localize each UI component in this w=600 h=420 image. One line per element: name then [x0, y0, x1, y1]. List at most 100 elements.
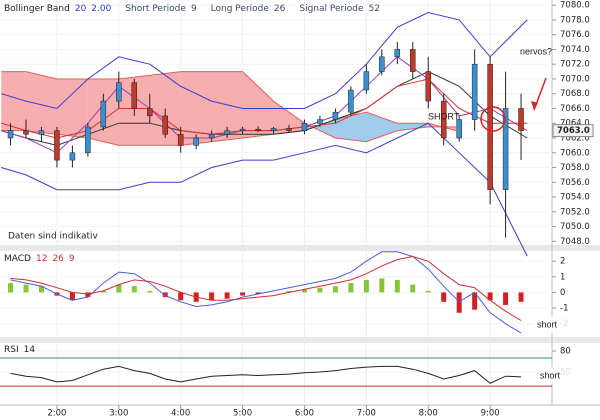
candle-body	[54, 130, 60, 161]
candle-body	[100, 100, 107, 128]
legend-name: Short Periode	[125, 4, 186, 14]
candle-body	[286, 128, 292, 131]
candle-body	[239, 128, 246, 131]
last-price-box	[552, 124, 594, 138]
histogram-bar	[162, 292, 168, 298]
cloud-fill	[366, 112, 398, 142]
y-tick-label: 7050.0	[560, 222, 590, 232]
candle-body	[440, 100, 447, 139]
y-tick-label: 7056.0	[560, 178, 590, 188]
candle-body	[425, 71, 431, 102]
histogram-bar	[240, 292, 246, 296]
candle-body	[471, 63, 478, 120]
annotation: SHORT	[428, 111, 460, 121]
histogram-bar	[85, 292, 91, 298]
histogram-bar	[23, 284, 29, 293]
candle-body	[208, 134, 215, 139]
histogram-bar	[301, 289, 307, 293]
title: MACD	[4, 254, 31, 264]
y-tick-label: 7066.0	[560, 104, 590, 114]
cloud-fill	[242, 71, 274, 138]
signal-line	[10, 255, 522, 322]
panel-divider[interactable]	[0, 245, 600, 251]
indicator-line	[1, 11, 528, 110]
histogram-bar	[472, 292, 478, 310]
annotation: short	[537, 319, 558, 329]
cloud-fill	[25, 71, 57, 135]
y-tick-label: 7052.0	[560, 207, 590, 217]
histogram-bar	[425, 290, 431, 293]
title-param: 14	[24, 345, 36, 355]
cloud-span-a	[1, 71, 457, 143]
cloud-span-b	[1, 111, 457, 146]
y-tick-label: 7060.0	[560, 148, 590, 158]
candle-body	[270, 128, 277, 131]
candle-body	[162, 115, 168, 135]
highlight-circle	[480, 106, 506, 132]
histogram-bar	[116, 284, 122, 293]
histogram-bar	[286, 290, 292, 293]
annotation: nervos?	[520, 46, 552, 56]
y-tick-label: 7068.0	[560, 89, 590, 99]
rsi-line	[10, 365, 522, 384]
indicator-line	[1, 71, 528, 146]
last-price-label: 7063.0	[557, 126, 590, 136]
y-tick-label: 7078.0	[560, 15, 590, 25]
candle-body	[363, 71, 370, 91]
macd-line	[10, 251, 522, 334]
x-tick-label: 3:00	[109, 409, 128, 419]
histogram-bar	[209, 292, 215, 301]
candle-body	[487, 63, 493, 190]
candle-body	[224, 130, 230, 135]
histogram-bar	[100, 290, 106, 293]
histogram-bar	[394, 279, 400, 293]
histogram-bar	[147, 290, 153, 293]
histogram-bar	[255, 292, 261, 294]
panel-divider[interactable]	[0, 337, 600, 343]
candle-body	[410, 49, 416, 72]
title-param: 12	[36, 254, 47, 264]
histogram-bar	[518, 292, 524, 302]
candle-body	[348, 89, 354, 113]
annotation: short	[540, 370, 561, 380]
title-param: 26	[52, 254, 64, 264]
x-tick-label: 7:00	[357, 409, 376, 419]
histogram-bar	[38, 286, 44, 293]
y-tick-label: 7048.0	[560, 237, 590, 247]
candle-body	[456, 119, 462, 139]
candle-body	[23, 130, 29, 135]
y-tick-label: 7064.0	[560, 119, 590, 129]
y-tick-label: 7070.0	[560, 74, 590, 84]
title: RSI	[4, 345, 19, 355]
y-tick-label: -1	[560, 304, 568, 314]
y-tick-label: 80	[560, 346, 571, 356]
y-tick-label: 7058.0	[560, 163, 590, 173]
cloud-fill	[56, 78, 88, 138]
histogram-bar	[224, 292, 230, 299]
histogram-bar	[348, 283, 354, 293]
panel-title: Bollinger Band 20 2.00 Short Periode 9 Long P…	[4, 4, 380, 14]
y-tick-label: 7080.0	[560, 1, 590, 11]
legend-param: 26	[274, 4, 286, 14]
candle-body	[518, 108, 524, 131]
y-tick-label: 1	[560, 272, 565, 282]
y-tick-label: 7074.0	[560, 45, 590, 55]
x-tick-label: 9:00	[481, 409, 500, 419]
cloud-fill	[397, 123, 429, 131]
title-param: 2.00	[91, 4, 111, 14]
histogram-bar	[410, 284, 416, 293]
indicator-line	[1, 122, 528, 257]
title-param: 20	[75, 4, 87, 14]
legend-param: 52	[368, 4, 379, 14]
title: Bollinger Band	[4, 4, 70, 14]
histogram-bar	[503, 292, 509, 305]
x-tick-label: 8:00	[419, 409, 438, 419]
histogram-bar	[317, 287, 323, 293]
cloud-fill	[1, 71, 26, 131]
x-tick-label: 6:00	[295, 409, 314, 419]
candle-body	[394, 49, 401, 58]
title-param: 9	[69, 254, 75, 264]
legend-name: Signal Periode	[299, 4, 364, 14]
candle-body	[332, 111, 339, 120]
